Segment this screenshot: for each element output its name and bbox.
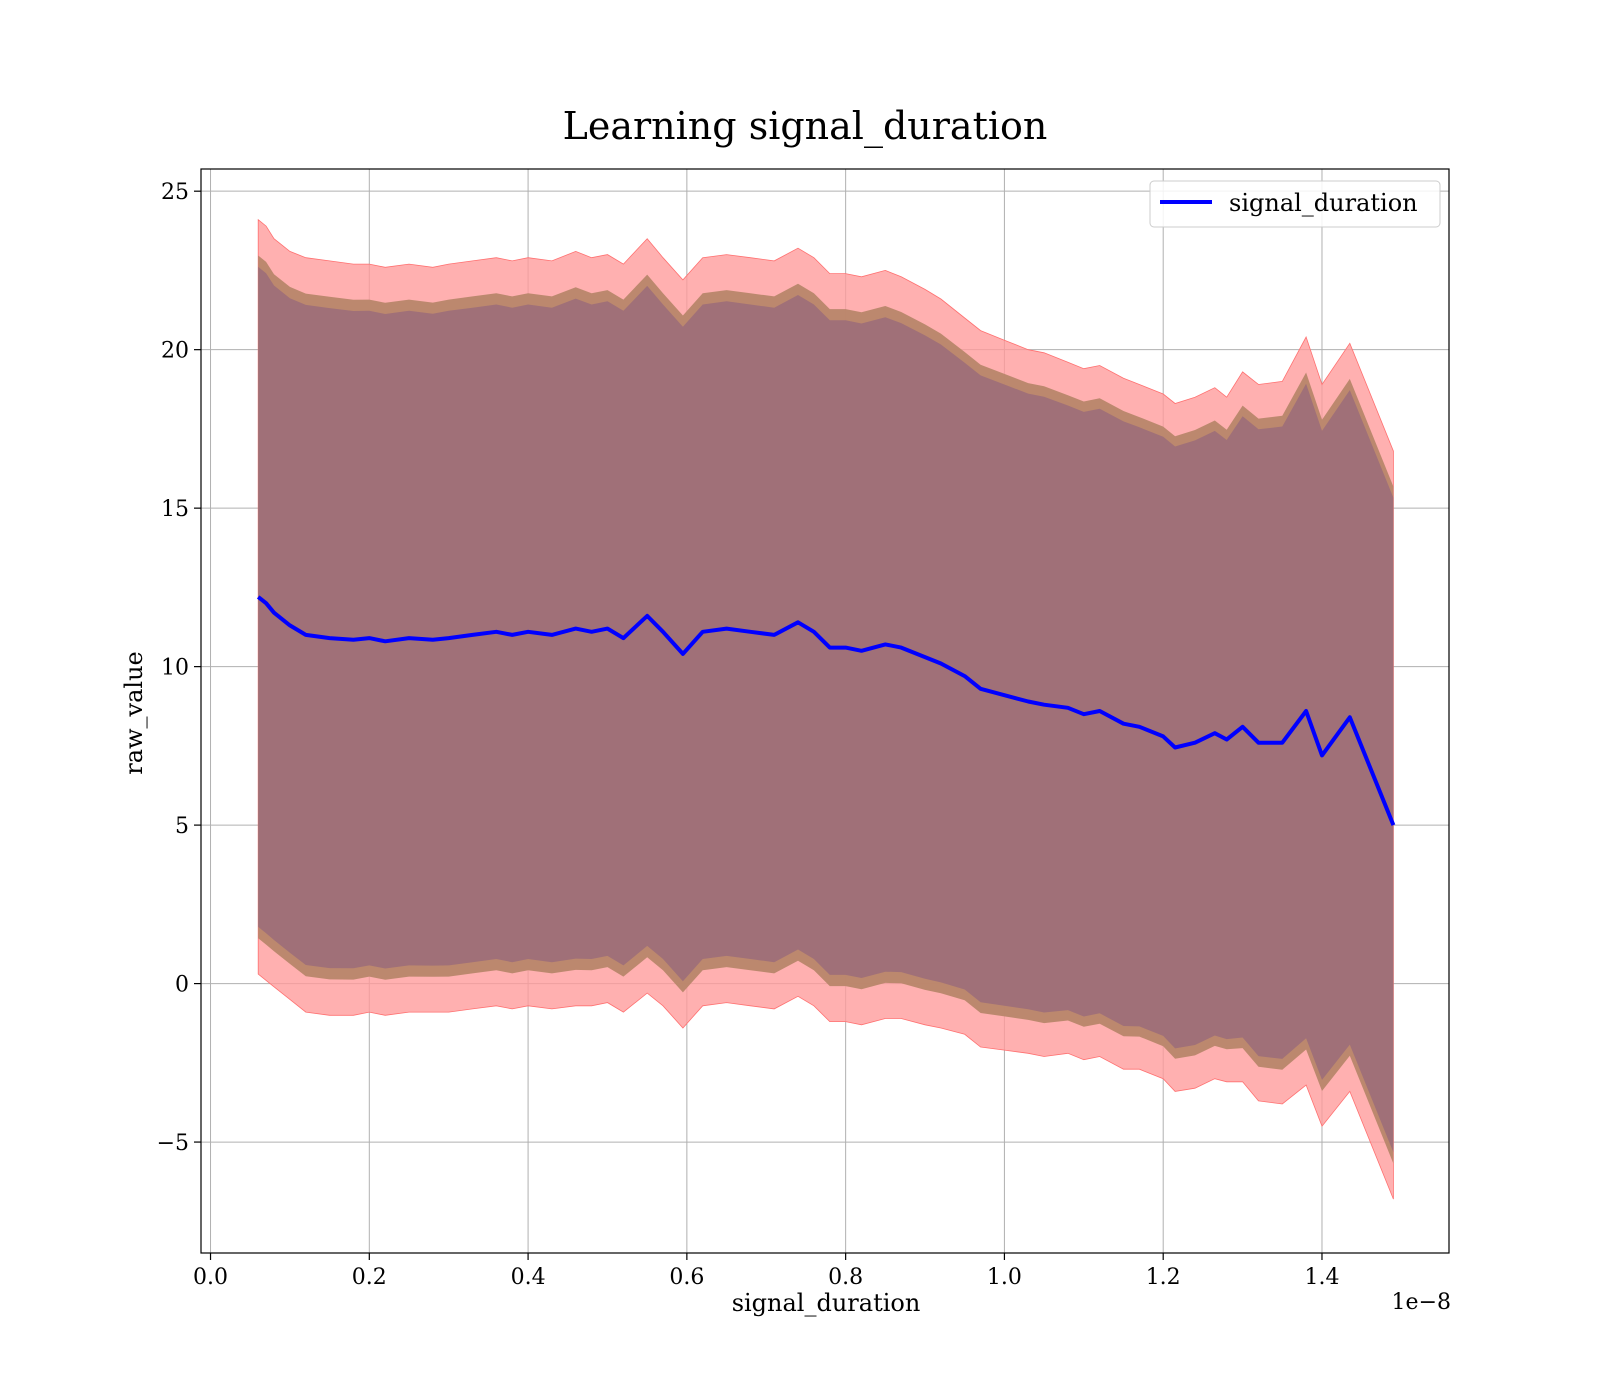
y-tick-label: 25	[161, 180, 189, 205]
chart-title: Learning signal_duration	[563, 104, 1048, 149]
x-tick-label: 1.0	[987, 1265, 1022, 1290]
legend-box	[1149, 180, 1441, 228]
y-tick-label: 0	[175, 973, 189, 998]
y-axis-ticks: −5 0 5 10 15 20 25	[157, 180, 201, 1156]
legend-label: signal_duration	[1229, 189, 1418, 217]
y-tick-label: 15	[161, 497, 189, 522]
x-tick-label: 0.0	[193, 1265, 228, 1290]
x-tick-label: 0.6	[669, 1265, 704, 1290]
x-tick-label: 1.2	[1146, 1265, 1181, 1290]
x-axis-ticks: 0.0 0.2 0.4 0.6 0.8 1.0 1.2 1.4	[193, 1253, 1339, 1290]
x-tick-label: 1.4	[1304, 1265, 1339, 1290]
series-lines	[256, 595, 1396, 826]
series-line-signal-duration	[256, 595, 1396, 826]
inner-confidence-band	[258, 266, 1394, 1153]
plot-frame	[200, 168, 1450, 1254]
y-axis-label: raw_value	[120, 651, 148, 775]
legend: signal_duration	[1149, 180, 1441, 228]
x-tick-label: 0.4	[511, 1265, 546, 1290]
confidence-bands	[257, 218, 1394, 1200]
x-axis-scale-label: 1e−8	[1392, 1290, 1451, 1315]
x-axis-label: signal_duration	[732, 1289, 921, 1317]
x-tick-label: 0.8	[828, 1265, 863, 1290]
y-tick-label: −5	[157, 1131, 189, 1156]
y-tick-label: 5	[175, 814, 189, 839]
y-tick-label: 10	[161, 656, 189, 681]
x-tick-label: 0.2	[352, 1265, 387, 1290]
y-tick-label: 20	[161, 339, 189, 364]
